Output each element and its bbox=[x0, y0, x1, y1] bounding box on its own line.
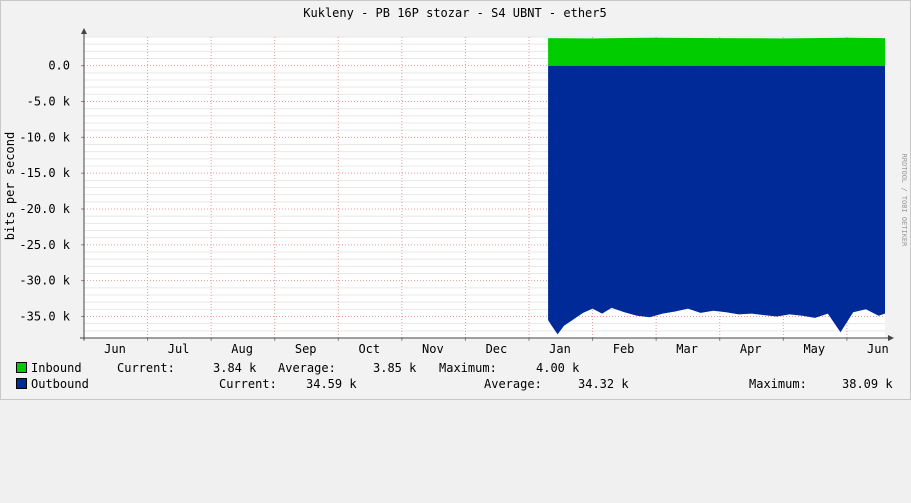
x-tick-label: Feb bbox=[613, 342, 635, 356]
x-tick-label: Apr bbox=[740, 342, 762, 356]
x-tick-label: Jul bbox=[168, 342, 190, 356]
y-tick-label: -35.0 k bbox=[19, 310, 70, 324]
y-tick-label: -15.0 k bbox=[19, 166, 70, 180]
inbound-area bbox=[548, 37, 885, 66]
outbound-average-value: 34.32 k bbox=[578, 377, 629, 391]
outbound-maximum-value: 38.09 k bbox=[842, 377, 893, 391]
x-tick-label: Sep bbox=[295, 342, 317, 356]
y-tick-label: -30.0 k bbox=[19, 274, 70, 288]
legend-inbound: Inbound Current: 3.84 k Average: 3.85 k … bbox=[16, 361, 906, 375]
y-tick-label: -10.0 k bbox=[19, 130, 70, 144]
inbound-maximum-value: 4.00 k bbox=[536, 361, 580, 375]
outbound-swatch bbox=[16, 378, 27, 389]
traffic-chart: Kukleny - PB 16P stozar - S4 UBNT - ethe… bbox=[3, 6, 908, 356]
inbound-average-label: Average: bbox=[278, 361, 336, 375]
outbound-average-label: Average: bbox=[484, 377, 542, 391]
inbound-label: Inbound bbox=[31, 361, 82, 375]
x-tick-label: Jun bbox=[104, 342, 126, 356]
x-tick-label: May bbox=[803, 342, 825, 356]
y-tick-label: 0.0 bbox=[48, 59, 70, 73]
inbound-swatch bbox=[16, 362, 27, 373]
rrdtool-watermark: RRDTOOL / TOBI OETIKER bbox=[900, 154, 908, 248]
inbound-average-value: 3.85 k bbox=[373, 361, 417, 375]
outbound-maximum-label: Maximum: bbox=[749, 377, 807, 391]
x-tick-label: Nov bbox=[422, 342, 444, 356]
x-tick-label: Mar bbox=[676, 342, 698, 356]
x-tick-label: Oct bbox=[358, 342, 380, 356]
x-tick-label: Jan bbox=[549, 342, 571, 356]
outbound-area bbox=[548, 65, 885, 335]
x-tick-label: Jun bbox=[867, 342, 889, 356]
outbound-label: Outbound bbox=[31, 377, 89, 391]
y-tick-label: -20.0 k bbox=[19, 202, 70, 216]
x-tick-labels: Jun Jul Aug Sep Oct Nov Dec Jan Feb Mar Apr May Jun bbox=[104, 342, 889, 356]
inbound-current-value: 3.84 k bbox=[213, 361, 257, 375]
outbound-current-label: Current: bbox=[219, 377, 277, 391]
x-tick-label: Dec bbox=[486, 342, 508, 356]
x-tick-label: Aug bbox=[231, 342, 253, 356]
y-tick-label: -25.0 k bbox=[19, 238, 70, 252]
inbound-maximum-label: Maximum: bbox=[439, 361, 497, 375]
series-layer bbox=[548, 37, 885, 335]
y-axis-arrow bbox=[81, 28, 87, 34]
x-axis-arrow bbox=[888, 335, 894, 341]
inbound-current-label: Current: bbox=[117, 361, 175, 375]
outbound-current-value: 34.59 k bbox=[306, 377, 357, 391]
axes bbox=[80, 28, 894, 341]
legend-outbound: Outbound Current: 34.59 k Average: 34.32… bbox=[16, 377, 906, 391]
chart-title: Kukleny - PB 16P stozar - S4 UBNT - ethe… bbox=[303, 6, 606, 20]
y-axis-label: bits per second bbox=[3, 132, 17, 240]
y-tick-label: -5.0 k bbox=[27, 95, 71, 109]
y-tick-labels: 0.0 -5.0 k -10.0 k -15.0 k -20.0 k -25.0 k -30… bbox=[19, 59, 70, 324]
